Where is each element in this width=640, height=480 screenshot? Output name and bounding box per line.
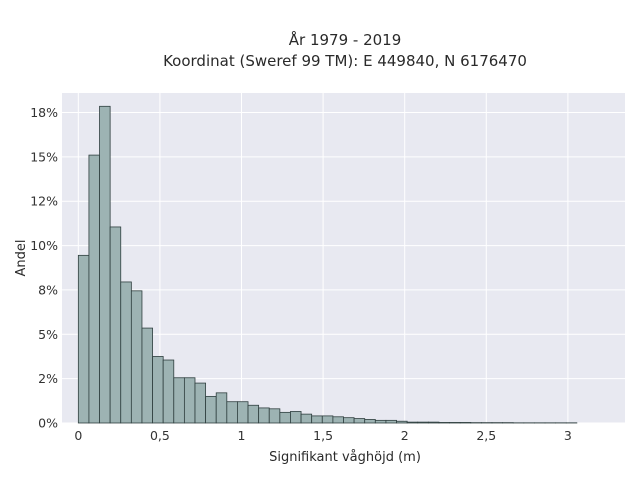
histogram-bar (205, 395, 217, 424)
x-tick-label: 1 (238, 428, 246, 443)
histogram-bars (77, 105, 578, 424)
histogram-bar (449, 422, 461, 424)
histogram-bar (237, 401, 249, 424)
chart-title-line-1: År 1979 - 2019 (289, 30, 402, 49)
y-tick-label: 18% (30, 105, 58, 120)
histogram-bar (300, 413, 313, 424)
histogram-bar (364, 419, 376, 424)
histogram-bar (258, 407, 270, 424)
y-tick-label: 2% (38, 371, 58, 386)
y-tick-label: 8% (38, 282, 58, 297)
histogram-bar (353, 418, 366, 424)
y-tick-label: 0% (38, 416, 58, 431)
histogram-bar (343, 417, 355, 424)
histogram-bar (215, 392, 228, 424)
histogram-bar (396, 420, 408, 424)
histogram-bar (162, 359, 175, 424)
histogram-bar (427, 421, 440, 424)
histogram-bar (194, 382, 207, 424)
x-tick-label: 2 (401, 428, 409, 443)
histogram-bar (417, 421, 429, 424)
histogram-bar (459, 422, 472, 424)
histogram-bar (332, 416, 344, 424)
histogram-bar (290, 411, 302, 424)
histogram-bar (438, 422, 450, 424)
histogram-bar (311, 415, 323, 424)
y-tick-label: 12% (30, 194, 58, 209)
x-axis-ticks: 0 0,5 1 1,5 2 2,5 3 (74, 428, 572, 443)
y-axis-label: Andel (14, 240, 29, 277)
histogram-bar (152, 356, 164, 424)
histogram-bar (374, 419, 387, 424)
histogram-bar (130, 290, 143, 424)
x-axis-label: Signifikant våghöjd (m) (269, 450, 421, 465)
histogram-bar (99, 105, 111, 424)
histogram-bar (385, 419, 397, 424)
chart-title-line-2: Koordinat (Sweref 99 TM): E 449840, N 61… (163, 52, 527, 70)
y-axis-ticks: 0% 2% 5% 8% 10% 12% 15% 18% (30, 105, 58, 430)
histogram-bar (77, 254, 90, 424)
y-tick-label: 15% (30, 149, 58, 164)
histogram-bar (226, 401, 238, 424)
x-tick-label: 0,5 (150, 428, 170, 443)
histogram-bar (268, 408, 281, 424)
histogram-bar (120, 281, 132, 424)
x-tick-label: 3 (564, 428, 572, 443)
y-tick-label: 5% (38, 327, 58, 342)
y-tick-label: 10% (30, 238, 58, 253)
histogram-bar (183, 377, 196, 424)
histogram-bar (141, 327, 153, 424)
histogram-bar (321, 415, 334, 424)
x-tick-label: 0 (74, 428, 82, 443)
histogram-bar (173, 377, 185, 424)
x-tick-label: 2,5 (476, 428, 496, 443)
histogram-bar (88, 154, 100, 424)
x-tick-label: 1,5 (313, 428, 333, 443)
histogram-bar (406, 421, 419, 424)
histogram-bar (279, 411, 291, 424)
histogram-bar (109, 226, 122, 424)
histogram-bar (247, 404, 260, 424)
